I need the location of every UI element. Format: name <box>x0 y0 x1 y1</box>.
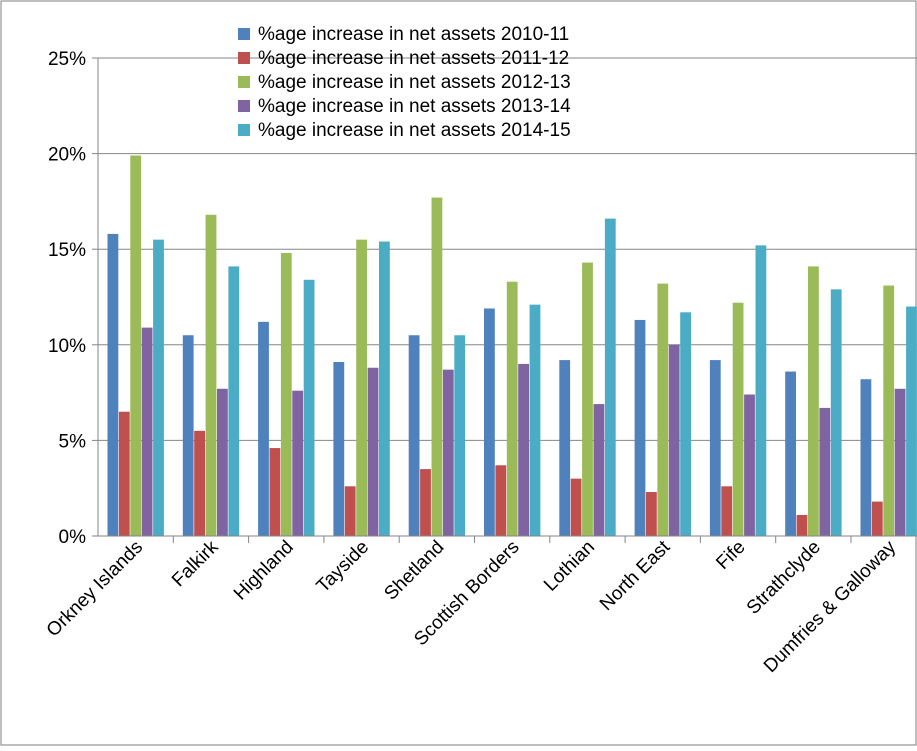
legend-label: %age increase in net assets 2010-11 <box>258 24 569 45</box>
bars <box>107 155 917 537</box>
bar <box>280 253 292 537</box>
bar <box>141 327 153 536</box>
bar <box>333 362 345 536</box>
bar <box>442 369 454 536</box>
bar <box>130 155 142 536</box>
bar <box>593 404 605 536</box>
legend-label: %age increase in net assets 2011-12 <box>258 48 569 69</box>
bar <box>194 430 205 536</box>
bar <box>454 335 466 536</box>
bar <box>830 289 842 536</box>
bar <box>228 266 240 536</box>
legend-label: %age increase in net assets 2012-13 <box>258 72 571 93</box>
legend-swatch <box>238 52 250 64</box>
bar <box>367 367 379 536</box>
bar <box>379 241 390 536</box>
y-tick-label: 10% <box>48 336 86 357</box>
bar <box>484 308 495 536</box>
bar <box>894 388 906 536</box>
bar <box>258 321 269 536</box>
bar <box>755 245 767 536</box>
bar <box>796 514 808 536</box>
y-tick-label: 0% <box>59 527 87 548</box>
bar <box>420 469 431 536</box>
y-tick-label: 20% <box>48 145 86 166</box>
bar <box>721 486 733 536</box>
legend-swatch <box>238 124 250 136</box>
bar <box>118 411 130 536</box>
y-tick-label: 5% <box>59 431 87 452</box>
legend-label: %age increase in net assets 2013-14 <box>258 96 571 117</box>
bar <box>431 197 443 537</box>
bar <box>408 335 420 536</box>
bar <box>646 492 657 536</box>
bar <box>680 312 691 536</box>
bar <box>785 371 796 536</box>
bar <box>292 390 304 536</box>
bar <box>709 360 721 536</box>
bar <box>506 281 518 536</box>
bar <box>356 239 367 536</box>
bar <box>559 360 571 536</box>
bar <box>744 394 755 536</box>
bar <box>860 379 872 536</box>
y-tick-label: 15% <box>48 240 86 261</box>
bar <box>303 279 315 536</box>
legend-swatch <box>238 76 250 88</box>
bar <box>182 335 194 536</box>
legend-label: %age increase in net assets 2014-15 <box>258 120 571 141</box>
bar <box>668 344 680 536</box>
bar <box>495 465 507 536</box>
bar <box>634 319 646 536</box>
bar <box>107 233 119 537</box>
bar <box>604 218 616 536</box>
bar <box>518 363 529 536</box>
bar <box>883 285 895 536</box>
bar <box>529 304 541 536</box>
legend: %age increase in net assets 2010-11 %age … <box>238 24 571 141</box>
bar <box>819 407 831 536</box>
y-tick-label: 25% <box>48 49 86 70</box>
bar <box>205 214 217 536</box>
legend-swatch <box>238 28 250 40</box>
bar <box>871 501 883 536</box>
legend-swatch <box>238 100 250 112</box>
bar <box>153 239 164 536</box>
bar <box>657 283 669 536</box>
bar <box>269 448 281 536</box>
bar <box>906 306 917 536</box>
bar <box>570 478 582 536</box>
bar <box>732 302 744 536</box>
bar <box>344 486 356 536</box>
bar <box>808 266 819 536</box>
bar <box>582 262 593 536</box>
bar <box>217 388 228 536</box>
